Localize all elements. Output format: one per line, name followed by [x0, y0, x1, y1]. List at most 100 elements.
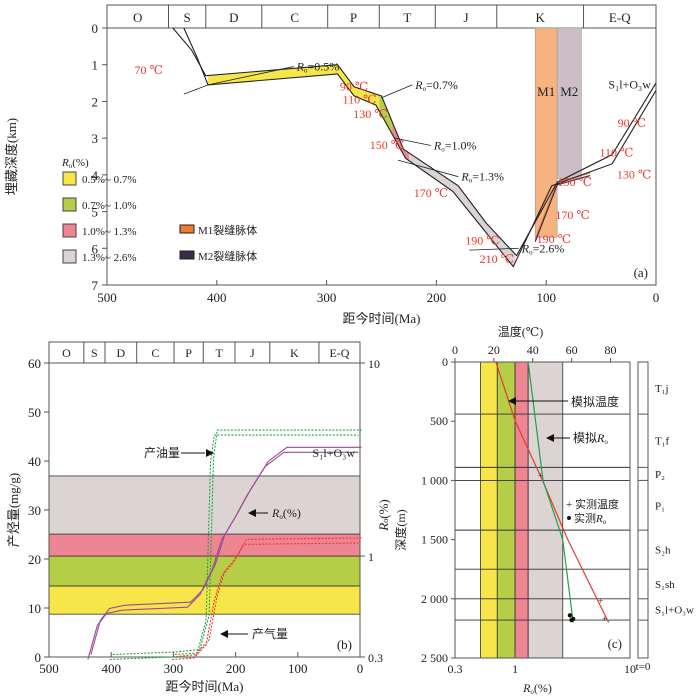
y-tick-label: 0	[92, 21, 99, 36]
arrow-head	[546, 434, 554, 442]
temperature-label: 170 ℃	[414, 186, 448, 200]
series-hc-line	[171, 542, 359, 661]
arrow-head	[220, 630, 228, 638]
ro-zone-fill	[379, 95, 393, 135]
x-bottom-tick-label: 10	[624, 662, 636, 676]
period-label-S: S	[91, 346, 98, 360]
legend-swatch	[179, 224, 195, 234]
legend-swatch	[62, 249, 77, 264]
legend-item-label: 0.7%~ 1.0%	[82, 200, 137, 212]
x-bottom-axis-title: Ro(%)	[522, 681, 552, 696]
formation-label: S₁l+O₃w	[313, 446, 356, 460]
x-tick-label: 500	[97, 290, 117, 305]
y-tick-label: 0	[35, 650, 42, 665]
temperature-label: 150 ℃	[558, 175, 592, 189]
x-tick-label: 100	[536, 290, 556, 305]
vein-M2	[556, 27, 582, 179]
strata-label: T₁j	[655, 383, 669, 395]
ro-annotation: Ro=1.0%	[433, 138, 477, 153]
y-tick-label: 7	[92, 278, 99, 293]
y-tick-label: 3	[92, 131, 99, 146]
t0-label: t=0	[636, 661, 651, 673]
strata-label: S₁l+O₃w	[655, 604, 694, 616]
strata-column	[637, 361, 649, 659]
ro-curve-label: Ro(%)	[271, 506, 301, 521]
meas-temp-legend: + 实测温度	[566, 497, 619, 511]
series-hc-line	[174, 537, 362, 656]
temperature-label: 110 ℃	[599, 146, 633, 160]
period-label-P: P	[185, 346, 192, 360]
x-bottom-tick-label: 0.3	[448, 662, 463, 676]
x-top-tick-label: 20	[488, 343, 500, 357]
temperature-label: 110 ℃	[343, 92, 377, 106]
temperature-label: 130 ℃	[353, 107, 387, 121]
x-top-tick-label: 40	[527, 343, 539, 357]
plot-frame	[454, 361, 631, 659]
temperature-label: 190 ℃	[465, 234, 499, 248]
vein-label-M2: M2	[560, 84, 578, 99]
period-label-O: O	[133, 10, 142, 25]
y-tick-label: 20	[28, 552, 41, 567]
x-axis-title: 距今时间(Ma)	[343, 311, 421, 326]
period-label-E-Q: E-Q	[609, 10, 631, 25]
y-tick-label: 2	[92, 94, 99, 109]
y-tick-label: 50	[28, 405, 41, 420]
series-ro-line	[90, 446, 362, 655]
ro-zone-fill	[392, 122, 409, 161]
ro-band	[480, 361, 498, 659]
ro-zone-fill	[208, 64, 380, 112]
temperature-label: 170 ℃	[555, 208, 589, 222]
y-tick-label: 5	[92, 205, 99, 220]
formation-label: S₁l+O₃w	[608, 78, 651, 92]
ro-leader	[394, 137, 431, 146]
measured-temperature-point: +	[602, 614, 607, 624]
ro-band	[48, 585, 361, 615]
period-label-J: J	[464, 10, 469, 25]
ro-band	[496, 361, 516, 659]
x-tick-label: 300	[317, 290, 337, 305]
y-tick-label: 500	[430, 414, 448, 428]
y-tick-label: 4	[92, 168, 99, 183]
x-top-tick-label: 60	[566, 343, 578, 357]
x-top-axis-title: 温度(℃)	[498, 324, 543, 339]
period-label-D: D	[229, 10, 238, 25]
gas-yield-label: 产气量	[252, 626, 288, 641]
panel-b: O S D C P T J K E-Q产油量Ro(%)产气量S₁l+O₃w01020304050…	[6, 341, 391, 694]
panel-label: (b)	[337, 637, 352, 652]
ro-annotation: Ro=0.5%	[296, 60, 340, 75]
simulated-ro-line	[527, 361, 574, 623]
x-tick-label: 500	[39, 661, 59, 676]
legend-item-label: 1.0%~ 1.3%	[82, 226, 137, 238]
meas-ro-legend: 实测Ro	[574, 511, 607, 526]
sim-ro-label: 模拟Ro	[573, 431, 608, 446]
measured-ro-point	[567, 613, 573, 618]
ro-leader	[207, 66, 294, 86]
period-label-E-Q: E-Q	[329, 346, 349, 360]
legend-swatch	[62, 197, 77, 212]
y-tick-label: 60	[28, 356, 41, 371]
y-tick-label: 1	[92, 58, 99, 73]
temperature-label: 70 ℃	[135, 63, 163, 77]
x-tick-label: 0	[653, 290, 660, 305]
panel-label: (c)	[608, 636, 622, 651]
x-tick-label: 400	[101, 661, 121, 676]
vein-trace	[534, 175, 591, 242]
ro-annotation: Ro=1.3%	[460, 170, 504, 185]
y-right-axis-title: Ro(%)	[376, 499, 391, 531]
series-hc-line	[112, 429, 362, 656]
y-tick-label: 1 000	[421, 473, 448, 487]
y-axis-title: 深度(m)	[393, 509, 408, 550]
y-tick-label: 30	[28, 503, 41, 518]
x-tick-label: 0	[357, 661, 364, 676]
x-tick-label: 200	[427, 290, 447, 305]
ro-band	[514, 361, 529, 659]
temperature-label: 190 ℃	[537, 232, 571, 246]
y-axis-title: 产烃量(mg/g)	[6, 473, 21, 547]
y-tick-label: 10	[28, 601, 41, 616]
x-bottom-tick-label: 1	[512, 662, 518, 676]
panel-label: (a)	[634, 265, 648, 280]
y-tick-label: 2 500	[421, 651, 448, 665]
legend-swatch	[62, 171, 77, 186]
temperature-label: 150 ℃	[370, 138, 404, 152]
